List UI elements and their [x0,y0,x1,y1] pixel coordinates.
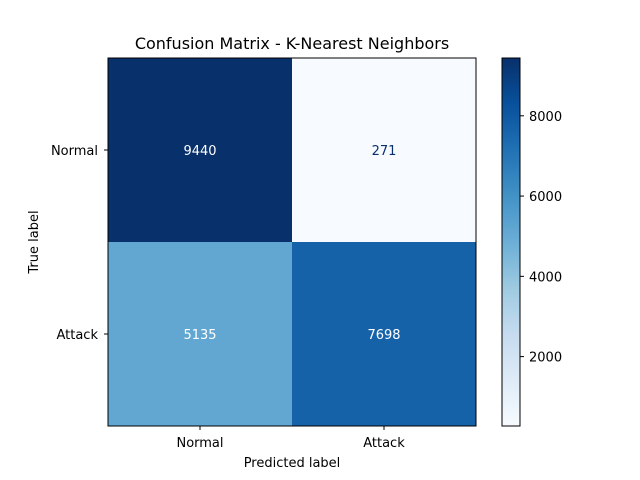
heatmap-cell [292,58,476,242]
chart-title: Confusion Matrix - K-Nearest Neighbors [135,34,449,53]
heatmap-cell-labels: 9440 271 5135 7698 [183,144,400,343]
cell-value-label: 9440 [183,144,216,159]
colorbar [501,57,521,427]
y-axis-label: True label [27,210,42,274]
cell-value-label: 5135 [183,328,216,343]
colorbar-ticks: 2000 4000 6000 8000 [520,110,562,366]
y-axis-ticks: Normal Attack [51,144,108,343]
cell-value-label: 271 [372,144,397,159]
y-tick-label: Normal [51,144,98,159]
y-tick-label: Attack [56,328,98,343]
x-axis-label: Predicted label [244,456,341,471]
x-tick-label: Normal [176,436,223,451]
heatmap-cell [108,58,292,242]
colorbar-tick-label: 6000 [529,190,562,205]
x-axis-ticks: Normal Attack [176,426,405,451]
plot-frame [107,57,477,427]
colorbar-tick-label: 8000 [529,110,562,125]
cell-value-label: 7698 [367,328,400,343]
colorbar-tick-label: 4000 [529,270,562,285]
heatmap-cells [108,58,476,426]
x-tick-label: Attack [363,436,405,451]
colorbar-tick-label: 2000 [529,351,562,366]
heatmap-cell [108,242,292,426]
heatmap-cell [292,242,476,426]
